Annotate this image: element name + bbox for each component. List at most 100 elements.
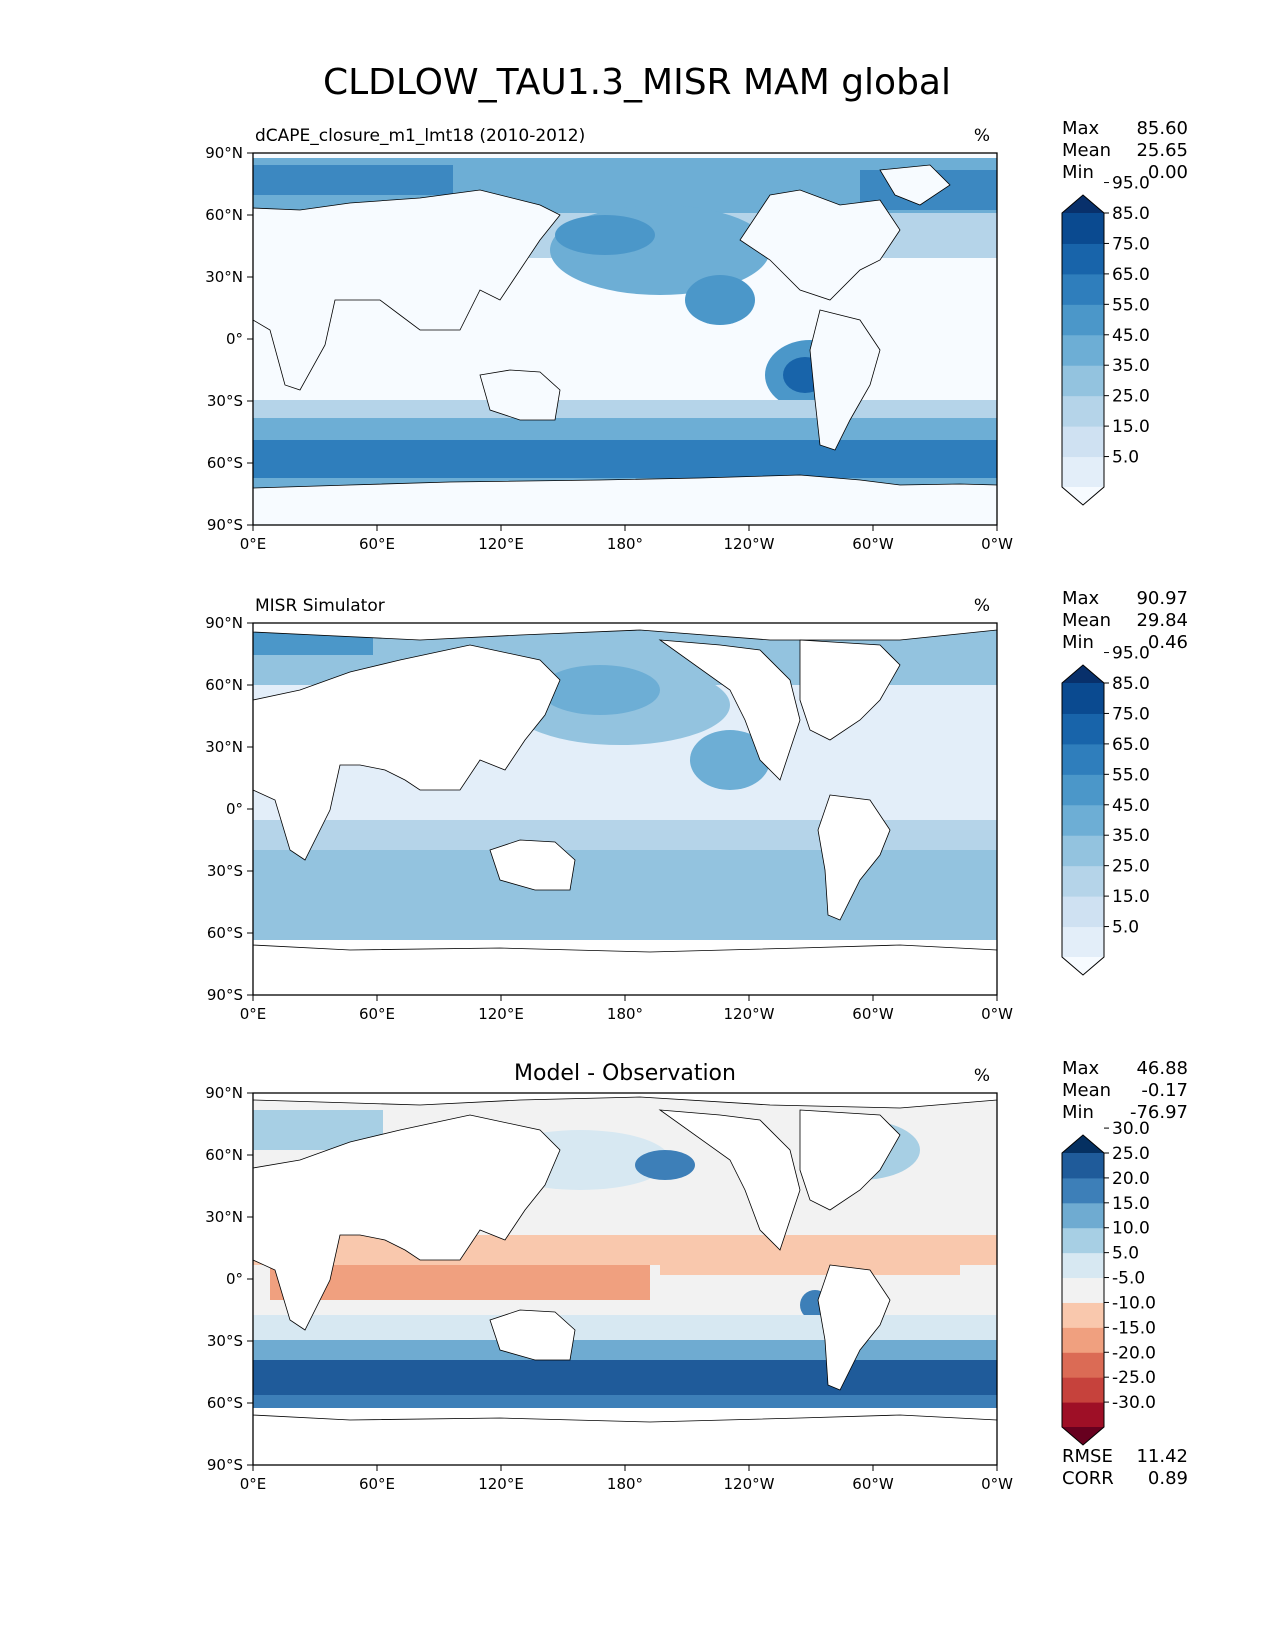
panel-units: % — [974, 1066, 990, 1086]
y-tick-label: 60°N — [205, 1146, 243, 1164]
x-tick-label: 60°W — [852, 1475, 894, 1493]
colorbar-tick-label: 35.0 — [1112, 356, 1150, 376]
colorbar-swatch — [1062, 1302, 1104, 1328]
colorbar-tick-label: 55.0 — [1112, 765, 1150, 785]
colorbar-tick-label: 5.0 — [1112, 1244, 1139, 1264]
colorbar-tick-label: -5.0 — [1112, 1269, 1145, 1289]
colorbar-swatch — [1062, 743, 1104, 775]
colorbar-tick-label: 85.0 — [1112, 204, 1150, 224]
colorbar-swatch — [1062, 243, 1104, 275]
colorbar-swatch — [1062, 1277, 1104, 1303]
y-tick-label: 90°N — [205, 1084, 243, 1102]
x-tick-label: 60°W — [852, 1005, 894, 1023]
stat-value: 0.46 — [1148, 632, 1188, 653]
colorbar-swatch — [1062, 1153, 1104, 1179]
x-axis: 0°E 60°E 120°E 180° 120°W 60°W 0°W — [240, 1465, 1013, 1493]
x-tick-label: 180° — [607, 1005, 643, 1023]
colorbar-tick-label: -10.0 — [1112, 1293, 1156, 1313]
colorbar-tick-label: -30.0 — [1112, 1393, 1156, 1413]
x-tick-label: 120°W — [724, 535, 775, 553]
colorbar-tick-label: 85.0 — [1112, 674, 1150, 694]
y-tick-label: 30°N — [205, 1208, 243, 1226]
y-tick-label: 60°N — [205, 206, 243, 224]
y-tick-label: 90°S — [207, 986, 243, 1004]
y-axis: 90°N 60°N 30°N 0° 30°S 60°S 90°S — [205, 1084, 253, 1474]
panel-title-left: MISR Simulator — [255, 596, 385, 616]
colorbar-tick-label: 35.0 — [1112, 826, 1150, 846]
x-axis: 0°E 60°E 120°E 180° 120°W 60°W 0°W — [240, 995, 1013, 1023]
x-axis: 0°E 60°E 120°E 180° 120°W 60°W 0°W — [240, 525, 1013, 553]
colorbar-swatch — [1062, 273, 1104, 305]
x-tick-label: 120°E — [478, 535, 524, 553]
y-tick-label: 0° — [226, 330, 243, 348]
x-tick-label: 0°E — [240, 1005, 267, 1023]
colorbar-tick-label: 95.0 — [1112, 644, 1150, 664]
colorbar-swatch — [1062, 1327, 1104, 1353]
y-axis: 90°N 60°N 30°N 0° 30°S 60°S 90°S — [205, 144, 253, 534]
y-tick-label: 90°N — [205, 144, 243, 162]
colorbar-swatch — [1062, 835, 1104, 867]
colorbar-swatch — [1062, 865, 1104, 897]
panel-units: % — [974, 596, 990, 616]
stat-label: Max — [1062, 588, 1100, 609]
colorbar-swatch — [1062, 683, 1104, 714]
stat-label: Mean — [1062, 1080, 1111, 1101]
panel-model: dCAPE_closure_m1_lmt18 (2010-2012) % 0°E… — [205, 118, 1188, 553]
colorbar-tick-label: 25.0 — [1112, 1144, 1150, 1164]
stat-value: 90.97 — [1136, 588, 1188, 609]
x-tick-label: 120°W — [724, 1005, 775, 1023]
colorbar-extend-min — [1062, 487, 1104, 505]
colorbar-tick-label: -20.0 — [1112, 1343, 1156, 1363]
panel-title-center: Model - Observation — [514, 1061, 736, 1086]
y-tick-label: 90°S — [207, 516, 243, 534]
colorbar-tick-label: 5.0 — [1112, 918, 1139, 938]
colorbar-tick-label: 30.0 — [1112, 1119, 1150, 1139]
stats-model: Max 85.60 Mean 25.65 Min 0.00 — [1062, 118, 1188, 183]
y-tick-label: 90°N — [205, 614, 243, 632]
stats-rmse-corr: RMSE 11.42 CORR 0.89 — [1062, 1446, 1188, 1489]
stat-label: Max — [1062, 118, 1100, 139]
colorbar-outline — [1061, 194, 1105, 506]
colorbar-outline — [1061, 1134, 1105, 1446]
stat-value: 0.89 — [1148, 1468, 1188, 1489]
x-tick-label: 120°E — [478, 1475, 524, 1493]
colorbar-tick-label: 25.0 — [1112, 857, 1150, 877]
y-tick-label: 60°N — [205, 676, 243, 694]
stat-label: RMSE — [1062, 1446, 1113, 1467]
stat-value: 11.42 — [1136, 1446, 1188, 1467]
colorbar-extend-min — [1062, 957, 1104, 975]
colorbar-tick-label: 25.0 — [1112, 387, 1150, 407]
colorbar-swatch — [1062, 365, 1104, 397]
panel-difference: Model - Observation % 0°E 60°E 120°E 180° 12… — [205, 1058, 1188, 1493]
colorbar-outline — [1061, 664, 1105, 976]
x-tick-label: 60°E — [359, 1475, 395, 1493]
y-tick-label: 30°S — [207, 392, 243, 410]
colorbar-tick-label: -25.0 — [1112, 1368, 1156, 1388]
stat-label: Max — [1062, 1058, 1100, 1079]
colorbar-tick-label: 65.0 — [1112, 265, 1150, 285]
colorbar-swatch — [1062, 1352, 1104, 1378]
colorbar-swatch — [1062, 304, 1104, 336]
colorbar-tick-label: 95.0 — [1112, 174, 1150, 194]
y-tick-label: 60°S — [207, 454, 243, 472]
colorbar-swatch — [1062, 426, 1104, 458]
x-tick-label: 0°W — [981, 535, 1013, 553]
colorbar-swatch — [1062, 926, 1104, 958]
colorbar-swatch — [1062, 334, 1104, 366]
x-tick-label: 180° — [607, 535, 643, 553]
y-tick-label: 30°S — [207, 862, 243, 880]
colorbar-tick-label: -15.0 — [1112, 1318, 1156, 1338]
colorbar-swatch — [1062, 1402, 1104, 1428]
continents — [253, 164, 997, 525]
panel-units: % — [974, 126, 990, 146]
colorbar-tick-label: 45.0 — [1112, 796, 1150, 816]
colorbar-swatch — [1062, 1377, 1104, 1403]
colorbar-extend-max — [1062, 1135, 1104, 1153]
panel-title-left: dCAPE_closure_m1_lmt18 (2010-2012) — [255, 126, 585, 146]
colorbar-swatch — [1062, 213, 1104, 244]
colorbar-swatch — [1062, 896, 1104, 928]
colorbar-extend-max — [1062, 665, 1104, 683]
stat-label: Min — [1062, 1102, 1094, 1123]
colorbar-tick-label: 5.0 — [1112, 448, 1139, 468]
colorbar-swatch — [1062, 1177, 1104, 1204]
